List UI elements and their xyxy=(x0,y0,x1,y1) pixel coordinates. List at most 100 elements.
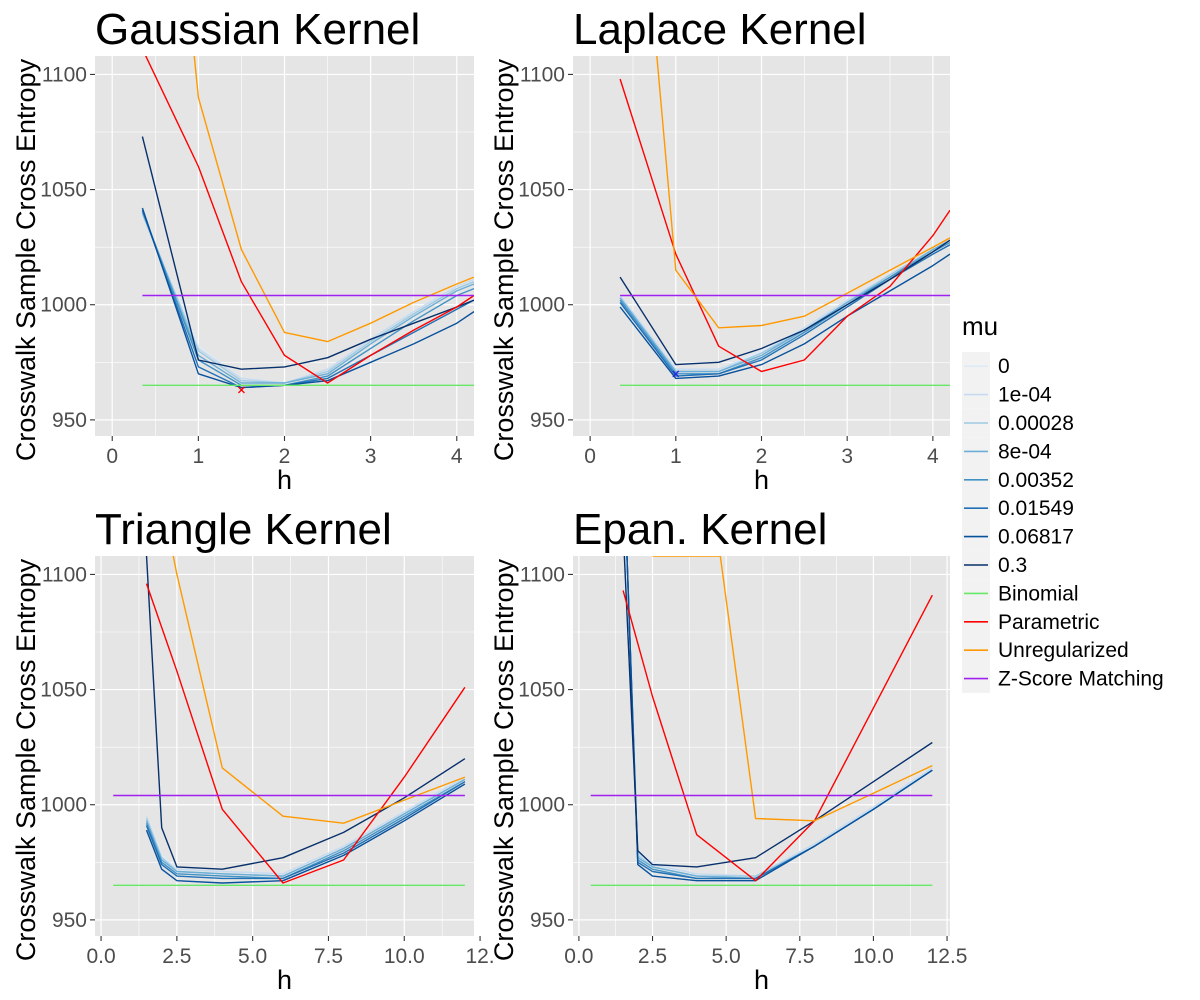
legend: mu0 1e-04 0.00028 8e-04 0.00352 0.01549 0.0681… xyxy=(962,311,1164,693)
series-line-6 xyxy=(619,253,950,380)
series-line-5 xyxy=(619,244,950,377)
y-tick-label: 950 xyxy=(52,909,87,932)
x-tick-label: 0 xyxy=(106,445,118,468)
legend-title: mu xyxy=(962,311,998,341)
y-tick-label: 1000 xyxy=(40,294,87,317)
series-lines xyxy=(619,56,950,386)
series-lines xyxy=(590,556,933,886)
series-line-10 xyxy=(193,56,474,343)
y-tick-label: 950 xyxy=(52,409,87,432)
legend-label: Unregularized xyxy=(998,639,1129,662)
panel-1: 950 1000 1050 1100 0 1 2 3 4 Laplace Kernel h Cross… xyxy=(489,5,950,495)
x-tick-label: 2 xyxy=(279,445,291,468)
legend-item: Parametric xyxy=(962,607,1100,636)
legend-item: 0.01549 xyxy=(962,494,1074,523)
legend-label: Z-Score Matching xyxy=(998,668,1164,691)
x-tick-label: 12. xyxy=(465,945,494,968)
x-tick-label: 0.0 xyxy=(86,945,115,968)
ticks: 950 1000 1050 1100 0 1 2 3 4 xyxy=(518,63,939,468)
x-tick-label: 5.0 xyxy=(238,945,267,968)
series-line-4 xyxy=(141,210,474,386)
y-tick-label: 1100 xyxy=(42,63,87,86)
y-tick-label: 1000 xyxy=(518,794,565,817)
series-line-5 xyxy=(141,210,474,389)
x-tick-label: 12.5 xyxy=(927,945,968,968)
series-line-5 xyxy=(145,781,466,880)
legend-label: 1e-04 xyxy=(998,384,1052,407)
series-line-10 xyxy=(652,556,933,822)
y-axis-title: Crosswalk Sample Cross Entropy xyxy=(489,558,519,961)
legend-label: Binomial xyxy=(998,582,1079,605)
y-tick-label: 1000 xyxy=(40,794,87,817)
x-tick-label: 0 xyxy=(584,445,596,468)
x-tick-label: 5.0 xyxy=(712,945,741,968)
gridlines xyxy=(95,56,474,436)
series-lines xyxy=(141,56,474,389)
legend-label: Parametric xyxy=(998,611,1100,634)
x-tick-label: 10.0 xyxy=(384,945,425,968)
legend-item: 0.3 xyxy=(962,550,1027,580)
series-line-9 xyxy=(619,78,950,373)
legend-item: 1e-04 xyxy=(962,380,1052,409)
x-axis-title: h xyxy=(277,965,292,995)
series-line-3 xyxy=(141,212,474,384)
series-line-10 xyxy=(172,556,466,824)
panel-title: Triangle Kernel xyxy=(95,505,392,554)
ticks: 950 1000 1050 1100 0 1 2 3 4 xyxy=(40,63,463,468)
series-line-6 xyxy=(141,207,474,389)
legend-label: 0.06817 xyxy=(998,526,1074,549)
x-tick-label: 2 xyxy=(756,445,768,468)
min-marker-0 xyxy=(237,386,245,394)
legend-label: 0.00028 xyxy=(998,412,1074,435)
y-tick-label: 1050 xyxy=(518,679,565,702)
legend-label: 0 xyxy=(998,355,1010,378)
series-line-6 xyxy=(145,783,466,884)
series-line-2 xyxy=(141,212,474,384)
y-tick-label: 1000 xyxy=(518,294,565,317)
x-tick-label: 3 xyxy=(365,445,377,468)
ticks: 950 1000 1050 1100 0.0 2.5 5.0 7.5 10.0 12. xyxy=(40,563,494,968)
x-tick-label: 4 xyxy=(927,445,939,468)
x-tick-label: 3 xyxy=(841,445,853,468)
legend-label: 0.3 xyxy=(998,554,1027,577)
gridlines xyxy=(95,556,474,936)
panel-2: 950 1000 1050 1100 0.0 2.5 5.0 7.5 10.0 12. Triang… xyxy=(11,505,495,995)
x-tick-label: 1 xyxy=(670,445,682,468)
x-tick-label: 2.5 xyxy=(638,945,667,968)
panel-0: 950 1000 1050 1100 0 1 2 3 4 Gaussian Kernel h Cros… xyxy=(11,5,474,495)
legend-item: 0.06817 xyxy=(962,522,1074,551)
y-tick-label: 1100 xyxy=(520,563,565,586)
y-axis-title: Crosswalk Sample Cross Entropy xyxy=(489,58,519,461)
plot-background xyxy=(95,556,474,936)
series-line-7 xyxy=(623,556,933,868)
x-tick-label: 1 xyxy=(193,445,205,468)
series-line-4 xyxy=(145,781,466,880)
legend-item: Binomial xyxy=(962,579,1079,608)
legend-item: 0.00028 xyxy=(962,408,1074,438)
series-line-9 xyxy=(144,56,474,384)
x-axis-title: h xyxy=(277,465,292,495)
series-line-6 xyxy=(626,556,933,882)
y-tick-label: 1050 xyxy=(40,179,87,202)
y-axis-title: Crosswalk Sample Cross Entropy xyxy=(11,558,41,961)
legend-item: 0 xyxy=(962,352,1010,381)
x-tick-label: 4 xyxy=(451,445,463,468)
series-line-10 xyxy=(656,56,950,329)
panel-3: 950 1000 1050 1100 0.0 2.5 5.0 7.5 10.0 12.5 Epan.… xyxy=(489,505,967,995)
legend-item: 8e-04 xyxy=(962,437,1052,466)
legend-label: 8e-04 xyxy=(998,440,1052,463)
legend-item: 0.00352 xyxy=(962,465,1074,494)
series-line-1 xyxy=(626,556,933,877)
series-line-7 xyxy=(619,239,950,366)
legend-label: 0.00352 xyxy=(998,469,1074,492)
legend-label: 0.01549 xyxy=(998,497,1074,520)
x-axis-title: h xyxy=(754,465,769,495)
panel-title: Laplace Kernel xyxy=(573,5,867,54)
y-tick-label: 950 xyxy=(530,409,565,432)
x-tick-label: 7.5 xyxy=(314,945,343,968)
y-tick-label: 1050 xyxy=(518,179,565,202)
series-line-7 xyxy=(141,136,474,370)
min-marker-0 xyxy=(672,370,680,378)
